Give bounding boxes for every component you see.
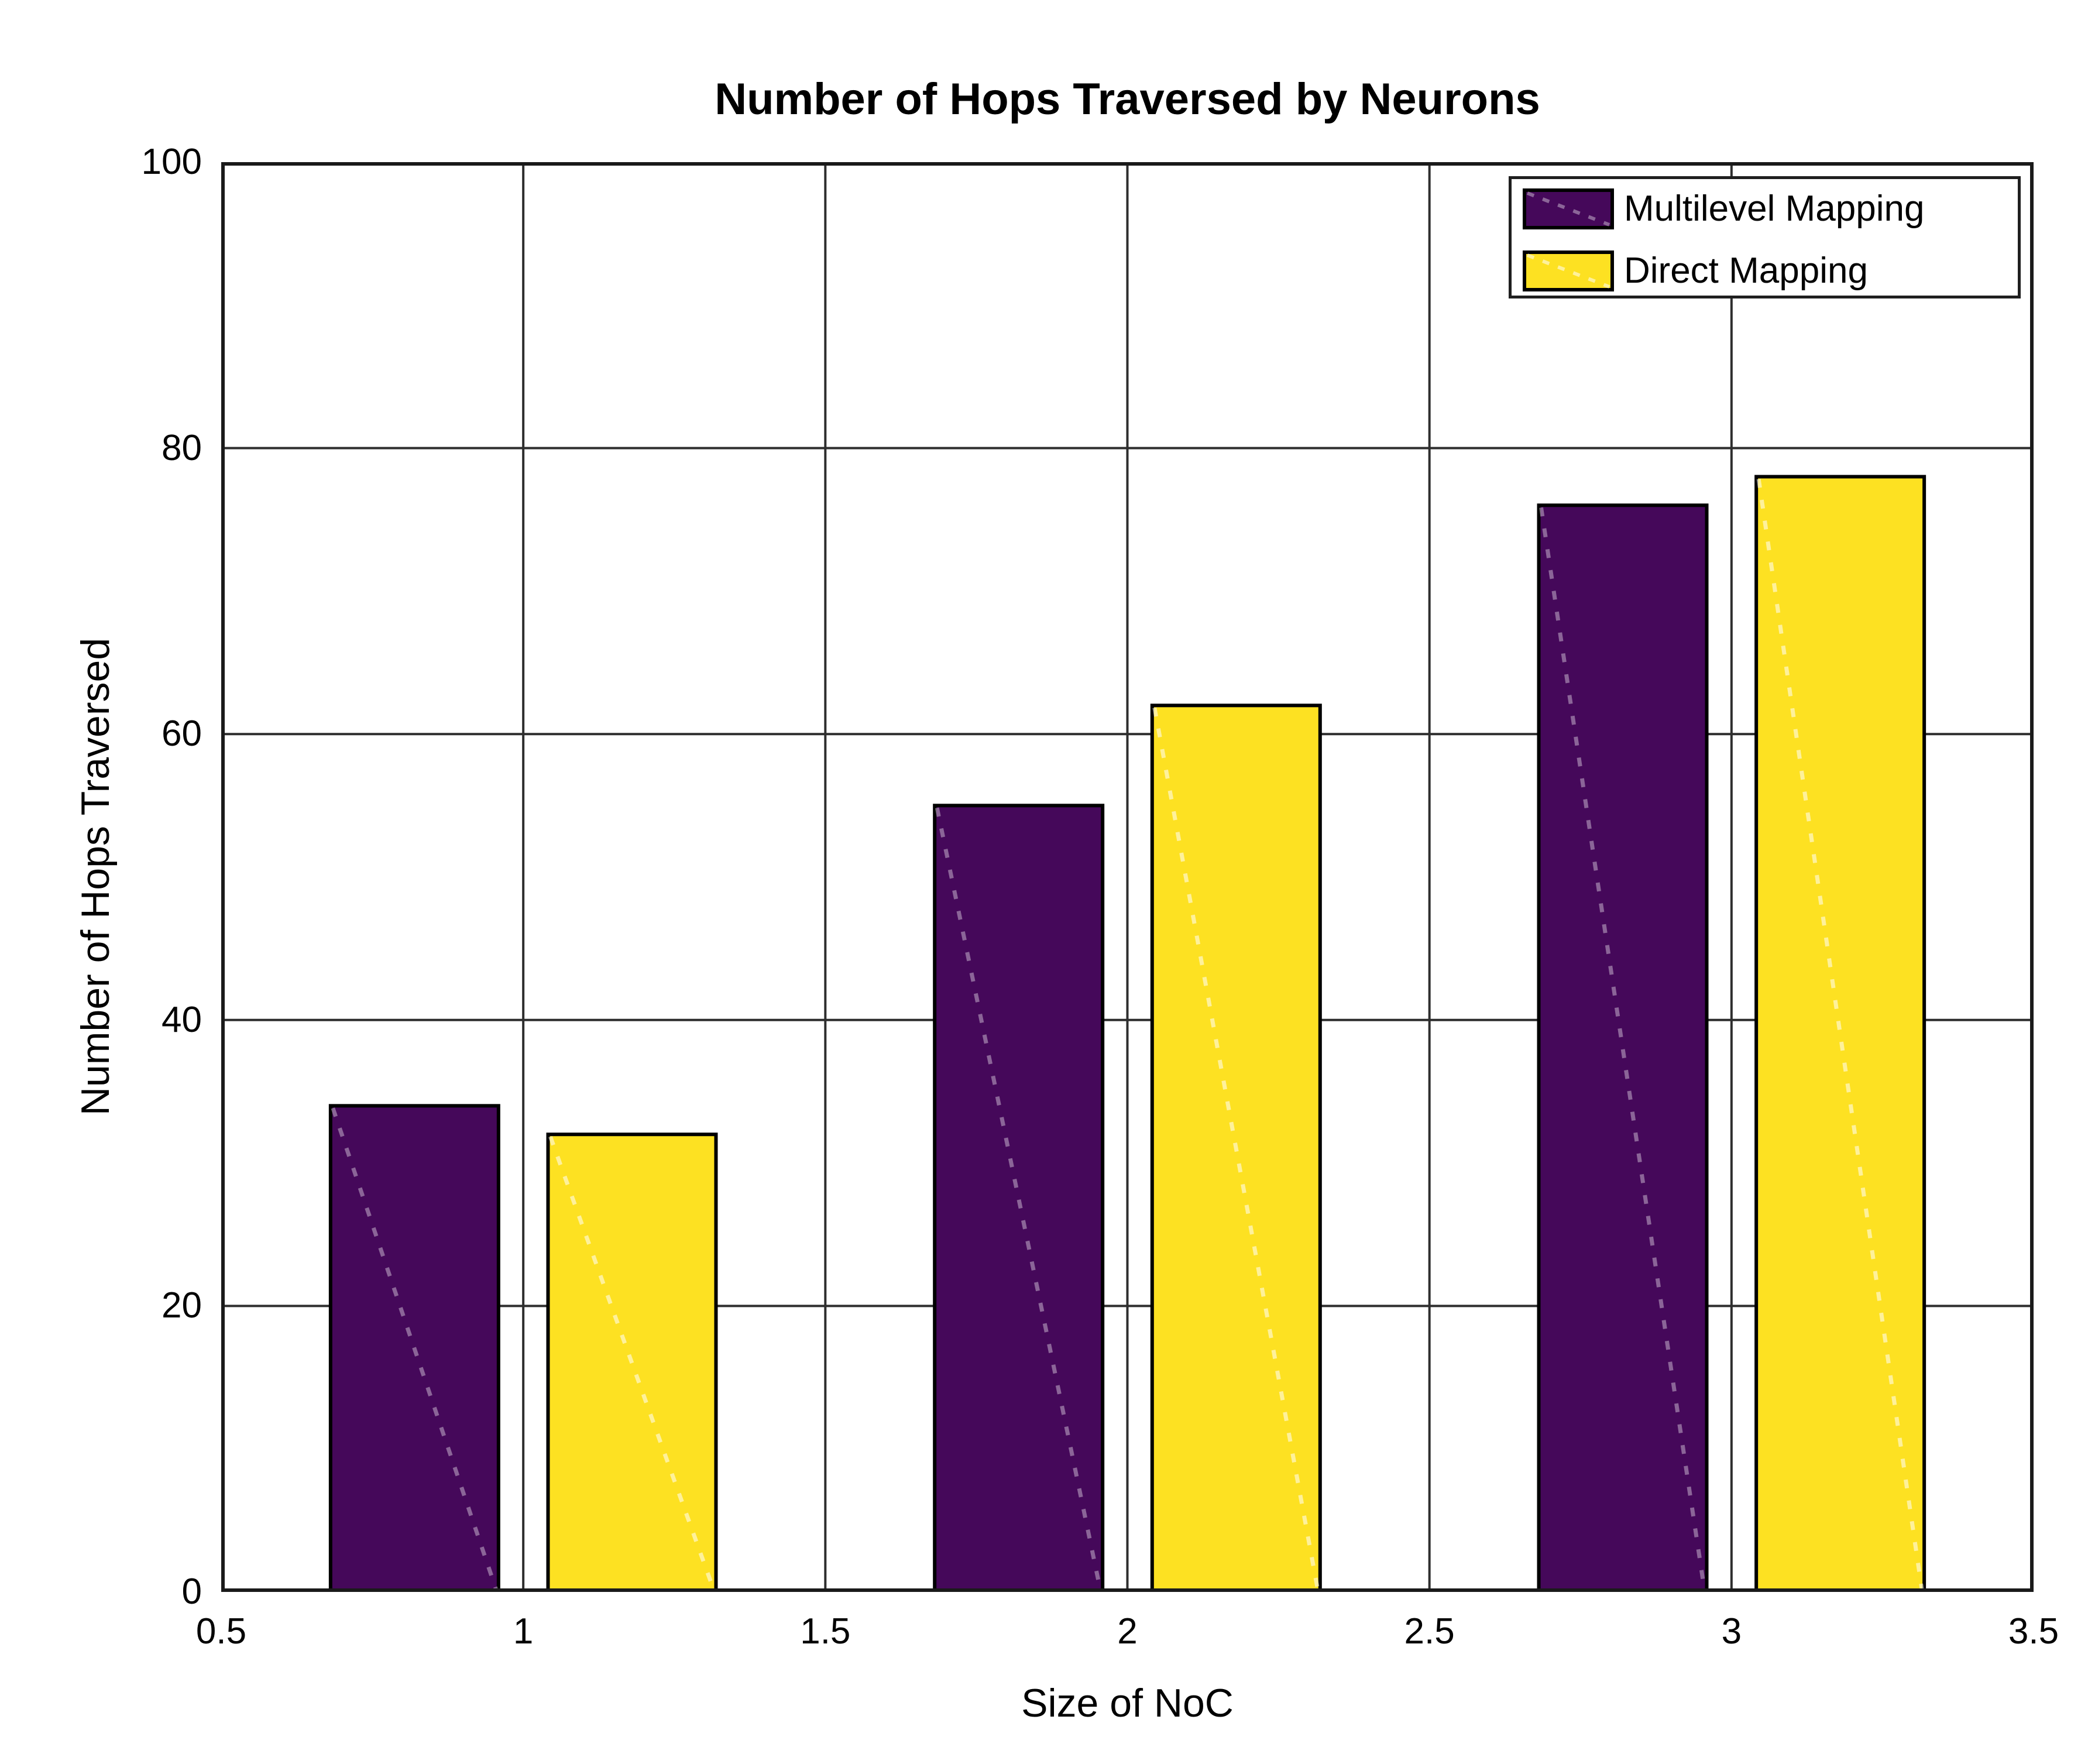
x-tick-label: 2 <box>1117 1611 1138 1652</box>
y-tick-label: 100 <box>141 142 202 182</box>
legend-swatch-fill <box>1523 250 1614 291</box>
legend-swatch-icon <box>1523 188 1614 229</box>
legend-swatch-icon <box>1523 250 1614 291</box>
x-tick-label: 2.5 <box>1404 1611 1455 1652</box>
legend-swatch-fill <box>1523 188 1614 229</box>
bar-hatch-line <box>1152 707 1320 1590</box>
bar-hatch-line <box>548 1136 716 1591</box>
legend-entry-multilevel-mapping: Multilevel Mapping <box>1512 188 2018 229</box>
x-tick-label: 3 <box>1721 1611 1742 1652</box>
legend-entry-direct-mapping: Direct Mapping <box>1512 250 2018 291</box>
chart-title: Number of Hops Traversed by Neurons <box>715 74 1540 124</box>
x-tick-label: 3.5 <box>2008 1611 2059 1652</box>
x-axis-label: Size of NoC <box>1021 1681 1234 1725</box>
axes-border <box>221 162 2034 1592</box>
x-tick-label: 1.5 <box>800 1611 851 1652</box>
bar-hatch-line <box>331 1107 499 1591</box>
legend-label: Multilevel Mapping <box>1624 188 1925 229</box>
bar-multilevel-mapping <box>933 804 1105 1592</box>
legend: Multilevel Mapping Direct Mapping <box>1509 176 2021 298</box>
y-axis-label: Number of Hops Traversed <box>73 637 118 1116</box>
bar-hatch-line <box>935 807 1103 1590</box>
plot-area <box>221 162 2034 1592</box>
y-tick-label: 60 <box>162 713 202 754</box>
y-tick-label: 40 <box>162 999 202 1040</box>
bar-multilevel-mapping <box>1537 503 1709 1592</box>
x-tick-label: 0.5 <box>195 1611 247 1652</box>
y-tick-label: 0 <box>181 1571 202 1612</box>
bar-direct-mapping <box>1754 475 1926 1592</box>
legend-label: Direct Mapping <box>1624 250 1868 291</box>
y-tick-label: 20 <box>162 1285 202 1326</box>
bar-hatch-line <box>1539 507 1706 1590</box>
bar-hatch-line <box>1756 478 1924 1590</box>
bar-multilevel-mapping <box>328 1104 500 1592</box>
x-tick-label: 1 <box>513 1611 534 1652</box>
y-tick-label: 80 <box>162 427 202 468</box>
